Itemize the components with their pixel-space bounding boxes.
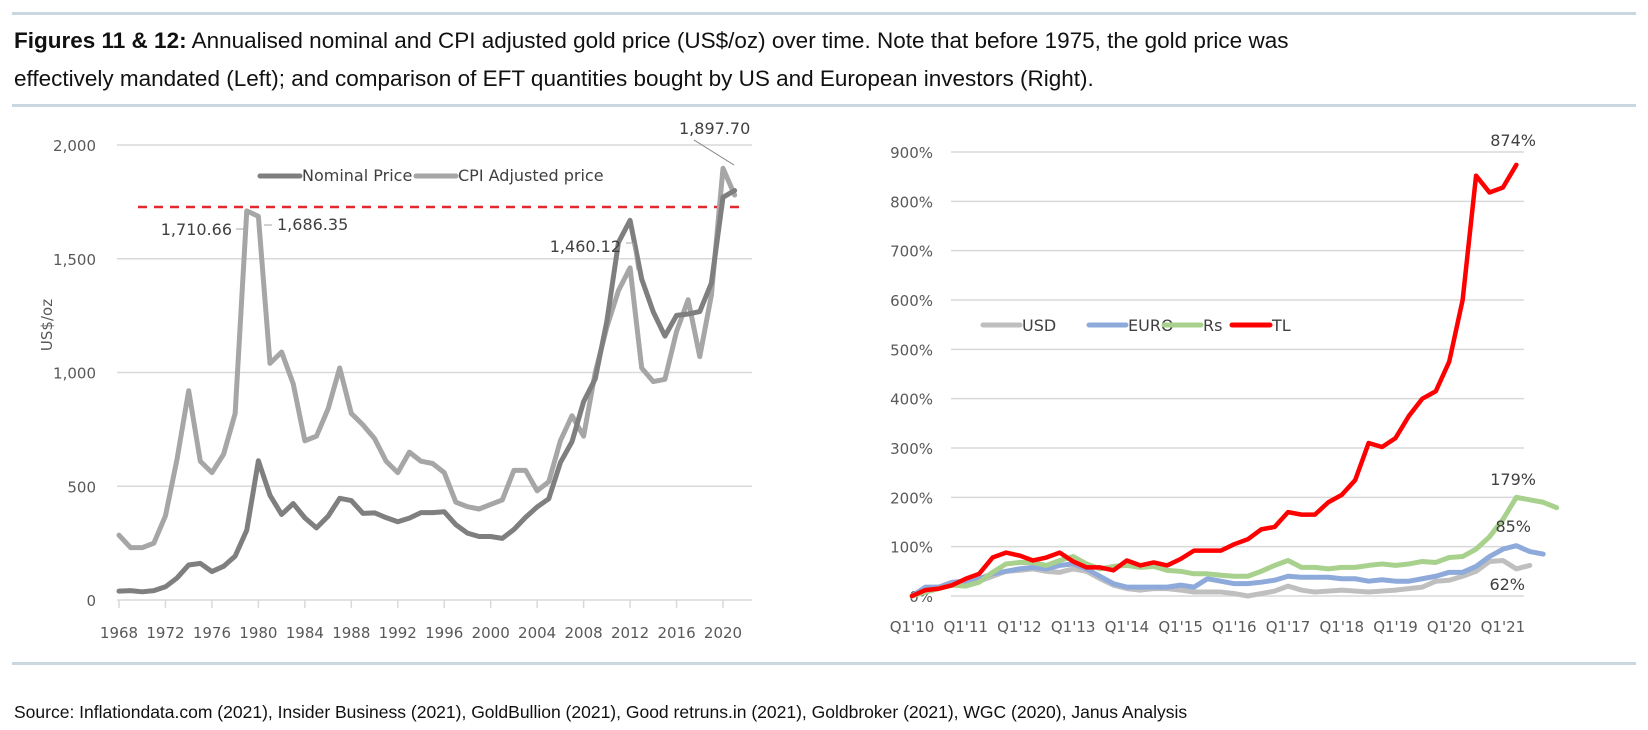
caption-line2: effectively mandated (Left); and compari… <box>14 66 1094 91</box>
legend-label-tl: TL <box>1271 316 1291 335</box>
series-line-rs <box>909 494 1560 599</box>
x-tick-label: 1988 <box>332 624 370 642</box>
x-tick-label: Q1'10 <box>890 618 935 636</box>
top-rule <box>12 12 1636 15</box>
leader-line <box>626 242 638 271</box>
x-tick-label: 2000 <box>472 624 510 642</box>
data-label: 62% <box>1489 575 1525 594</box>
x-tick-label: 2008 <box>565 624 603 642</box>
right-chart: 0%100%200%300%400%500%600%700%800%900%Q1… <box>890 131 1560 636</box>
left-chart: 0 500 1,000 1,500 2,000 1968 1972 1976 1980 1984 1… <box>38 119 752 642</box>
y-tick-label: 200% <box>890 489 933 507</box>
data-label: 179% <box>1490 470 1536 489</box>
y-tick-label: 500% <box>890 341 933 359</box>
series-line-nominal-price <box>116 188 738 595</box>
y-tick-label: 100% <box>890 539 933 557</box>
y-tick-label: 1,500 <box>53 251 96 269</box>
x-tick-label: Q1'13 <box>1051 618 1096 636</box>
data-label: 1,897.70 <box>679 119 750 138</box>
legend-label-euro: EURO <box>1128 316 1174 335</box>
x-tick-label: 1972 <box>146 624 184 642</box>
y-tick-label: 600% <box>890 292 933 310</box>
data-label: 874% <box>1490 131 1536 150</box>
data-label: 85% <box>1495 517 1531 536</box>
y-tick-label: 300% <box>890 440 933 458</box>
y-axis-title: US$/oz <box>38 299 56 351</box>
source-note: Source: Inflationdata.com (2021), Inside… <box>14 702 1188 722</box>
caption-line1: Annualised nominal and CPI adjusted gold… <box>186 28 1289 53</box>
x-tick-label: Q1'16 <box>1212 618 1257 636</box>
figure-caption: Figures 11 & 12: Annualised nominal and … <box>14 22 1634 98</box>
caption-rule <box>12 104 1636 107</box>
x-tick-label: 1992 <box>379 624 417 642</box>
leader-line <box>693 139 735 166</box>
x-tick-label: Q1'21 <box>1481 618 1526 636</box>
series-line-euro <box>909 543 1546 599</box>
y-tick-label: 1,000 <box>53 365 96 383</box>
x-tick-label: Q1'17 <box>1266 618 1311 636</box>
x-tick-label: 2020 <box>704 624 742 642</box>
x-tick-label: Q1'18 <box>1319 618 1364 636</box>
legend-label-nominal: Nominal Price <box>302 166 412 185</box>
x-tick-label: 1976 <box>193 624 231 642</box>
x-tick-label: 2016 <box>657 624 695 642</box>
x-tick-label: Q1'11 <box>943 618 988 636</box>
y-tick-label: 900% <box>890 144 933 162</box>
left-legend: Nominal Price CPI Adjusted price <box>257 166 604 185</box>
series-line-tl <box>909 162 1519 599</box>
x-tick-label: 1980 <box>239 624 277 642</box>
x-tick-label: Q1'14 <box>1105 618 1150 636</box>
x-tick-label: Q1'20 <box>1427 618 1472 636</box>
legend-label-rs: Rs <box>1203 316 1222 335</box>
y-tick-label: 800% <box>890 193 933 211</box>
x-tick-label: 2004 <box>518 624 556 642</box>
legend-label-usd: USD <box>1022 316 1056 335</box>
x-tick-label: Q1'15 <box>1158 618 1203 636</box>
y-tick-label: 0 <box>86 592 96 610</box>
x-tick-label: 2012 <box>611 624 649 642</box>
source-rule <box>12 662 1636 665</box>
caption-bold: Figures 11 & 12: <box>14 28 187 53</box>
y-tick-label: 2,000 <box>53 137 96 155</box>
x-tick-label: Q1'19 <box>1373 618 1418 636</box>
data-label: 1,686.35 <box>277 215 348 234</box>
series-line-cpi-adjusted-price <box>116 165 738 551</box>
right-legend: USD EURO Rs TL <box>980 316 1291 335</box>
y-tick-label: 500 <box>67 478 96 496</box>
x-tick-label: 1984 <box>286 624 324 642</box>
y-tick-label: 700% <box>890 243 933 261</box>
legend-label-cpi: CPI Adjusted price <box>458 166 604 185</box>
x-tick-label: 1996 <box>425 624 463 642</box>
y-tick-label: 400% <box>890 391 933 409</box>
x-tick-label: Q1'12 <box>997 618 1042 636</box>
x-tick-label: 1968 <box>100 624 138 642</box>
data-label: 1,460.12 <box>550 237 621 256</box>
data-label: 1,710.66 <box>161 220 232 239</box>
